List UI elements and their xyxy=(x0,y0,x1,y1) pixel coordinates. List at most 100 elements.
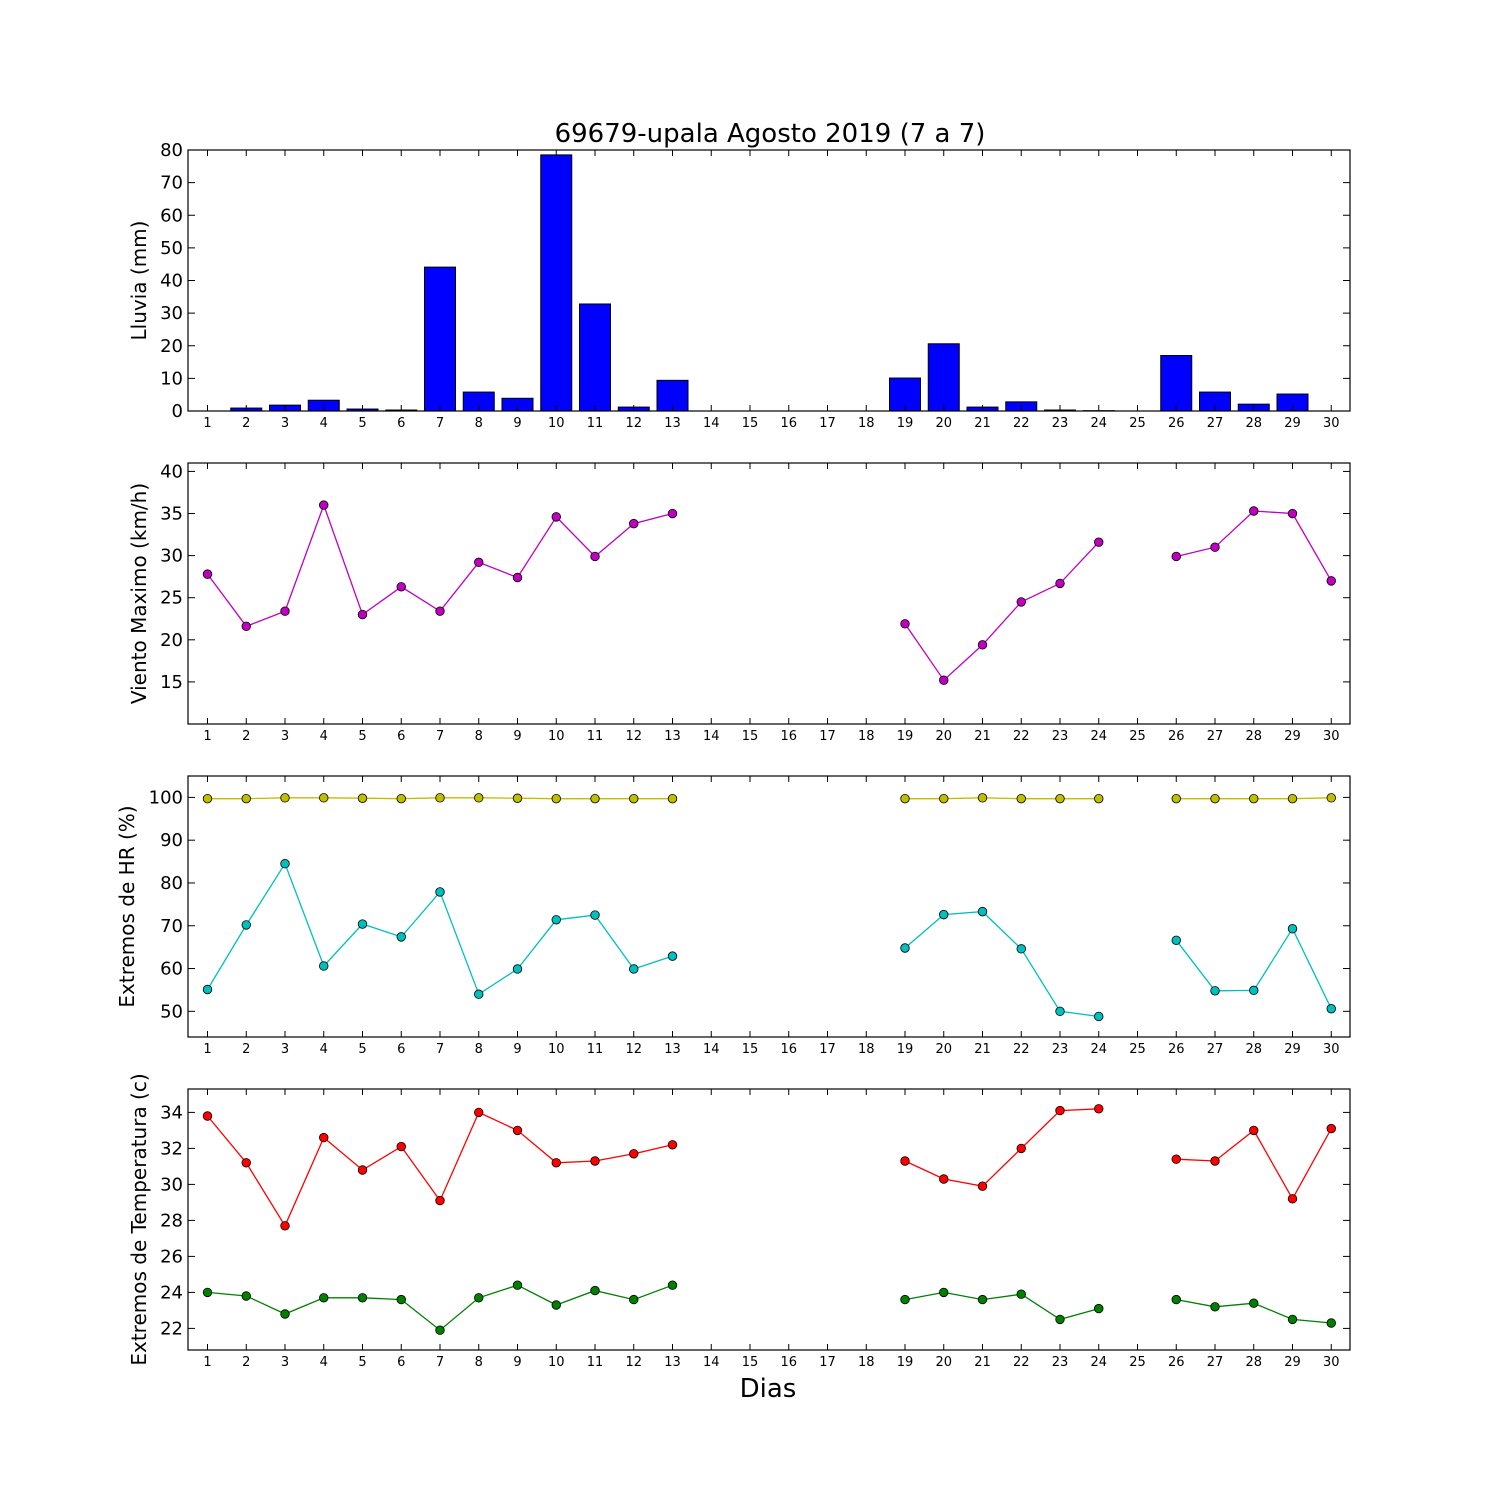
y-tick-label: 50 xyxy=(160,1001,183,1022)
data-point xyxy=(1288,509,1297,518)
x-tick-label: 19 xyxy=(897,1355,914,1370)
x-tick-label: 16 xyxy=(780,416,797,431)
x-tick-label: 16 xyxy=(780,729,797,744)
x-tick-label: 3 xyxy=(281,416,289,431)
data-point xyxy=(591,552,600,561)
data-point xyxy=(1327,1319,1336,1328)
y-tick-label: 35 xyxy=(160,504,183,525)
data-point xyxy=(901,1157,910,1166)
axes-frame xyxy=(188,463,1350,724)
y-tick-label: 0 xyxy=(172,401,183,422)
x-tick-label: 19 xyxy=(897,416,914,431)
data-point xyxy=(436,888,445,897)
data-point xyxy=(1172,1155,1181,1164)
data-point xyxy=(397,933,406,942)
y-tick-label: 15 xyxy=(160,672,183,693)
data-point xyxy=(1056,1007,1065,1016)
data-point xyxy=(939,676,948,685)
x-tick-label: 9 xyxy=(513,1042,521,1057)
y-tick-label: 80 xyxy=(160,140,183,161)
series-line xyxy=(905,1292,1099,1319)
data-point xyxy=(1249,794,1258,803)
x-tick-label: 23 xyxy=(1052,416,1069,431)
data-point xyxy=(591,794,600,803)
y-tick-label: 20 xyxy=(160,630,183,651)
data-point xyxy=(513,794,522,803)
data-point xyxy=(1327,577,1336,586)
data-point xyxy=(1327,1124,1336,1133)
x-tick-label: 16 xyxy=(780,1355,797,1370)
x-tick-label: 12 xyxy=(625,1042,642,1057)
x-tick-label: 11 xyxy=(587,1355,604,1370)
x-tick-label: 25 xyxy=(1129,416,1146,431)
data-point xyxy=(1327,1004,1336,1013)
data-point xyxy=(513,965,522,974)
x-tick-label: 7 xyxy=(436,1042,444,1057)
x-tick-label: 10 xyxy=(548,1355,565,1370)
data-point xyxy=(436,794,445,803)
y-tick-label: 80 xyxy=(160,873,183,894)
data-point xyxy=(242,1292,251,1301)
x-tick-label: 23 xyxy=(1052,1355,1069,1370)
data-point xyxy=(1094,1304,1103,1313)
data-point xyxy=(978,641,987,650)
data-point xyxy=(1249,1126,1258,1135)
data-point xyxy=(978,794,987,803)
x-tick-label: 24 xyxy=(1090,1355,1107,1370)
x-tick-label: 30 xyxy=(1323,416,1340,431)
x-tick-label: 26 xyxy=(1168,416,1185,431)
x-tick-label: 3 xyxy=(281,729,289,744)
x-tick-label: 26 xyxy=(1168,729,1185,744)
x-tick-label: 8 xyxy=(475,416,483,431)
x-tick-label: 7 xyxy=(436,416,444,431)
data-point xyxy=(358,920,367,929)
x-tick-label: 25 xyxy=(1129,1355,1146,1370)
series-line xyxy=(208,1112,673,1225)
series-line xyxy=(1176,511,1331,581)
data-point xyxy=(1172,794,1181,803)
data-point xyxy=(358,610,367,619)
data-point xyxy=(436,1196,445,1205)
x-tick-label: 28 xyxy=(1245,416,1262,431)
data-point xyxy=(1172,1295,1181,1304)
bar xyxy=(1161,356,1192,411)
bar xyxy=(541,155,572,411)
x-tick-label: 21 xyxy=(974,1355,991,1370)
data-point xyxy=(474,990,483,999)
x-tick-label: 28 xyxy=(1245,1042,1262,1057)
y-tick-label: 40 xyxy=(160,271,183,292)
x-tick-label: 18 xyxy=(858,416,875,431)
x-tick-label: 12 xyxy=(625,1355,642,1370)
y-tick-label: 28 xyxy=(160,1210,183,1231)
data-point xyxy=(281,859,290,868)
x-tick-label: 9 xyxy=(513,1355,521,1370)
data-point xyxy=(552,1301,561,1310)
data-point xyxy=(668,794,677,803)
data-point xyxy=(1288,924,1297,933)
x-tick-label: 27 xyxy=(1207,416,1224,431)
x-tick-label: 26 xyxy=(1168,1355,1185,1370)
data-point xyxy=(591,911,600,920)
data-point xyxy=(939,794,948,803)
x-tick-label: 11 xyxy=(587,729,604,744)
data-point xyxy=(397,1295,406,1304)
series-line xyxy=(208,864,673,995)
data-point xyxy=(242,1159,251,1168)
data-point xyxy=(629,1295,638,1304)
series-line xyxy=(208,1285,673,1330)
x-tick-label: 23 xyxy=(1052,729,1069,744)
data-point xyxy=(1288,1315,1297,1324)
x-tick-label: 24 xyxy=(1090,729,1107,744)
data-point xyxy=(1249,507,1258,516)
data-point xyxy=(1056,1315,1065,1324)
data-point xyxy=(668,1281,677,1290)
x-tick-label: 5 xyxy=(358,1042,366,1057)
data-point xyxy=(978,907,987,916)
series-line xyxy=(905,1109,1099,1186)
x-tick-label: 22 xyxy=(1013,1042,1030,1057)
